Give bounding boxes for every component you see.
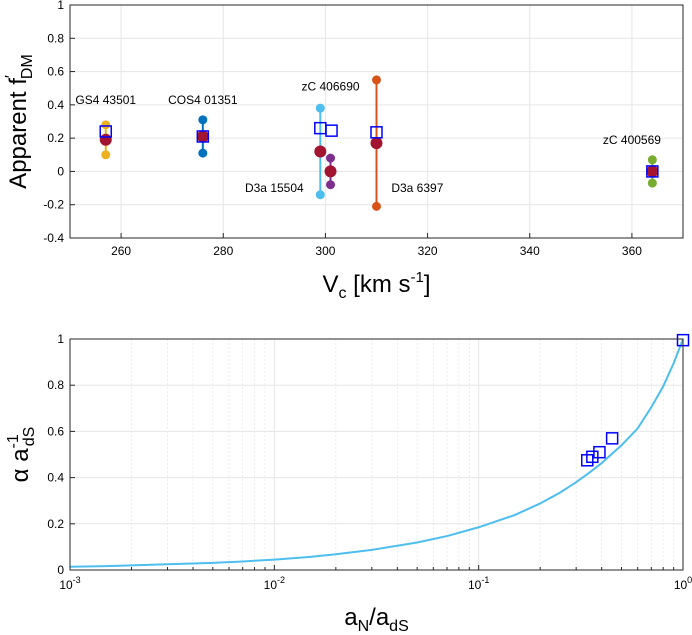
top-y-tick-label: 0.4 <box>47 98 64 112</box>
series-label: zC 400569 <box>603 133 661 147</box>
top-ticks: 260 280 300 320 340 360 -0.4 -0.2 0 0.2 0.4 0.6 0.8 1 <box>43 0 642 258</box>
bottom-marks <box>69 333 690 568</box>
bottom-ticks: 10-3 10-2 10-1 100 0 0.2 0.4 0.6 0.8 1 <box>47 332 692 592</box>
apparent-fdm-square <box>99 125 113 138</box>
bottom-x-tick-label: 10-3 <box>59 575 80 592</box>
top-panel: GS4 43501 COS4 01351 D3a 15504 zC 406690 D3a… <box>3 0 684 302</box>
top-x-tick-label: 280 <box>213 244 233 258</box>
bottom-x-axis-label: aN/adS <box>344 604 409 635</box>
mid-point <box>314 145 327 158</box>
bottom-y-tick-label: 0 <box>57 563 64 577</box>
range-low-point <box>326 180 336 190</box>
range-low-point <box>315 190 325 200</box>
top-annotations: GS4 43501 COS4 01351 D3a 15504 zC 406690 D3a… <box>75 80 661 196</box>
top-axes-frame <box>69 4 684 239</box>
top-x-tick-label: 300 <box>315 244 335 258</box>
range-high-point <box>198 115 208 125</box>
series-label: COS4 01351 <box>168 93 238 107</box>
alpha-curve <box>69 338 684 568</box>
range-high-point <box>372 75 381 85</box>
bottom-y-tick-label: 0.4 <box>47 471 64 485</box>
mid-point <box>196 130 209 143</box>
top-x-axis-label: Vc [km s-1] <box>322 269 430 302</box>
top-y-tick-label: 0.8 <box>47 31 64 45</box>
apparent-fdm-square <box>370 126 383 139</box>
range-high-point <box>315 103 325 113</box>
mid-point <box>370 137 383 150</box>
top-x-tick-label: 320 <box>418 244 438 258</box>
apparent-fdm-square <box>325 124 338 137</box>
range-low-point <box>101 150 111 160</box>
top-marks <box>99 75 659 211</box>
range-low-point <box>372 201 381 211</box>
bottom-y-tick-label: 1 <box>57 332 64 346</box>
mid-point <box>646 165 659 178</box>
series-label: D3a 6397 <box>391 181 443 195</box>
curve-marker-square <box>593 445 606 459</box>
bottom-panel: 10-3 10-2 10-1 100 0 0.2 0.4 0.6 0.8 1 aN/adS α a… <box>5 332 692 635</box>
mid-point <box>324 165 337 178</box>
top-y-tick-label: 0 <box>57 164 64 178</box>
top-y-tick-label: 1 <box>57 0 64 12</box>
bottom-y-tick-label: 0.6 <box>47 424 64 438</box>
series-label: zC 406690 <box>302 80 360 94</box>
range-high-point <box>647 155 657 165</box>
range-low-point <box>647 178 657 188</box>
bottom-x-tick-label: 10-1 <box>468 575 489 592</box>
curve-marker-square <box>586 450 599 464</box>
bottom-y-axis-label: α a-1dS <box>5 427 38 483</box>
range-low-point <box>198 148 208 158</box>
apparent-fdm-square <box>646 165 659 178</box>
top-y-tick-label: 0.2 <box>47 131 64 145</box>
bottom-y-tick-label: 0.2 <box>47 517 64 531</box>
top-y-tick-label: 0.6 <box>47 65 64 79</box>
top-x-tick-label: 260 <box>111 244 131 258</box>
bottom-axes-frame <box>69 338 684 571</box>
range-high-point <box>326 153 336 163</box>
top-y-tick-label: -0.4 <box>43 231 64 245</box>
series-label: GS4 43501 <box>75 93 136 107</box>
bottom-x-tick-label: 100 <box>674 575 692 592</box>
bottom-x-tick-label: 10-2 <box>264 575 285 592</box>
bottom-y-tick-label: 0.8 <box>47 378 64 392</box>
range-high-point <box>101 120 111 130</box>
top-y-tick-label: -0.2 <box>43 198 64 212</box>
apparent-fdm-square <box>196 130 210 143</box>
top-x-tick-label: 360 <box>622 244 642 258</box>
series-label: D3a 15504 <box>245 181 304 195</box>
curve-marker-square <box>605 432 619 445</box>
top-y-axis-label: Apparent f′DM <box>3 54 36 189</box>
mid-point <box>99 133 112 146</box>
top-x-tick-label: 340 <box>520 244 540 258</box>
